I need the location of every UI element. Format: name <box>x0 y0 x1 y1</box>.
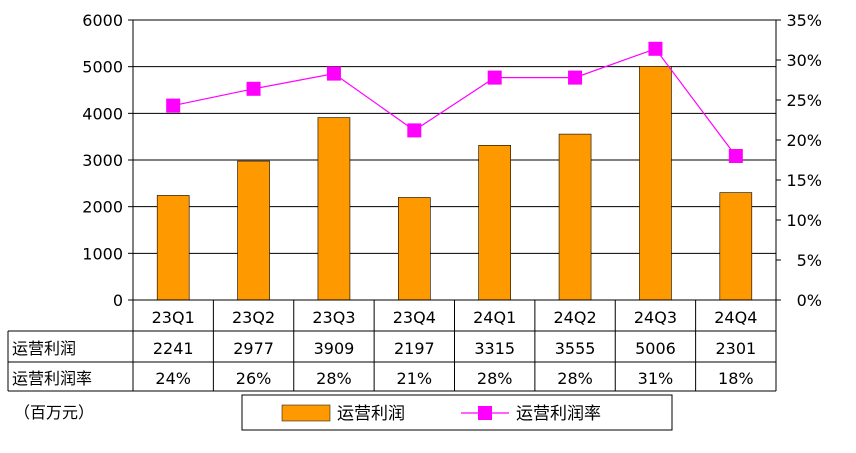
table-cell: 3909 <box>314 339 355 358</box>
table-cell: 5006 <box>635 339 676 358</box>
gridlines <box>133 19 776 254</box>
bars <box>156 66 753 301</box>
table-cell: 2197 <box>394 339 435 358</box>
left-tick-label: 1000 <box>82 244 123 263</box>
left-axis-ticks: 0 1000 2000 3000 4000 5000 6000 <box>82 11 133 310</box>
right-tick-label: 0% <box>797 291 822 310</box>
category-label-24Q2: 24Q2 <box>553 308 596 327</box>
table-cell: 2241 <box>153 339 194 358</box>
table-cell: 2977 <box>233 339 274 358</box>
legend-bar-swatch <box>281 404 331 422</box>
legend-label-operating-margin: 运营利润率 <box>516 404 601 424</box>
category-label-24Q4: 24Q4 <box>714 308 757 327</box>
table-cell: 18% <box>718 369 754 388</box>
table-cell: 3315 <box>474 339 515 358</box>
right-tick-label: 25% <box>786 91 822 110</box>
unit-note: （百万元） <box>14 403 94 422</box>
left-tick-label: 3000 <box>82 151 123 170</box>
table-row-label: 运营利润率 <box>12 369 92 388</box>
right-tick-label: 10% <box>786 211 822 230</box>
margin-line <box>173 48 737 157</box>
table-cell: 2301 <box>715 339 756 358</box>
table-cell: 31% <box>638 369 674 388</box>
right-axis-ticks: 0% 5% 10% 15% 20% 25% 30% 35% <box>776 11 822 310</box>
left-tick-label: 2000 <box>82 198 123 217</box>
category-label-23Q4: 23Q4 <box>393 308 436 327</box>
marker-23Q3 <box>326 66 341 81</box>
marker-23Q4 <box>407 123 422 138</box>
legend-marker-swatch <box>478 406 492 420</box>
table-cell: 26% <box>236 369 272 388</box>
bar-24Q1 <box>478 145 511 301</box>
marker-24Q2 <box>568 70 583 85</box>
bar-23Q4 <box>398 197 431 301</box>
marker-24Q3 <box>648 41 663 56</box>
bar-24Q4 <box>719 192 753 301</box>
category-label-23Q3: 23Q3 <box>312 308 355 327</box>
table-cell: 28% <box>477 369 513 388</box>
right-tick-label: 15% <box>786 171 822 190</box>
bar-23Q1 <box>156 195 190 301</box>
right-tick-label: 30% <box>786 51 822 70</box>
marker-23Q1 <box>166 98 181 113</box>
legend: 运营利润 运营利润率 <box>241 394 673 431</box>
marker-23Q2 <box>246 81 261 96</box>
table-cell: 28% <box>557 369 593 388</box>
category-label-23Q2: 23Q2 <box>232 308 275 327</box>
left-tick-label: 5000 <box>82 58 123 77</box>
bar-24Q2 <box>558 133 592 301</box>
table-cell: 3555 <box>555 339 596 358</box>
table-cell: 24% <box>155 369 191 388</box>
category-label-24Q3: 24Q3 <box>634 308 677 327</box>
category-label-24Q1: 24Q1 <box>473 308 516 327</box>
left-tick-label: 0 <box>113 291 123 310</box>
right-tick-label: 5% <box>797 251 822 270</box>
table-row-label: 运营利润 <box>12 339 76 358</box>
table-cell: 21% <box>397 369 433 388</box>
category-label-23Q1: 23Q1 <box>152 308 195 327</box>
margin-line-path <box>173 48 737 157</box>
right-tick-label: 20% <box>786 131 822 150</box>
bar-23Q2 <box>237 160 270 301</box>
marker-24Q4 <box>728 149 743 163</box>
data-table: 23Q1 23Q2 23Q3 23Q4 24Q1 24Q2 24Q3 24Q4 运营利润 2241… <box>7 300 777 392</box>
legend-label-operating-profit: 运营利润 <box>337 404 405 424</box>
margin-markers <box>166 41 743 163</box>
marker-24Q1 <box>487 70 502 85</box>
left-tick-label: 6000 <box>82 11 123 30</box>
table-cell: 28% <box>316 369 352 388</box>
bar-24Q3 <box>639 66 672 301</box>
bar-23Q3 <box>317 117 351 301</box>
right-tick-label: 35% <box>786 11 822 30</box>
left-tick-label: 4000 <box>82 104 123 123</box>
